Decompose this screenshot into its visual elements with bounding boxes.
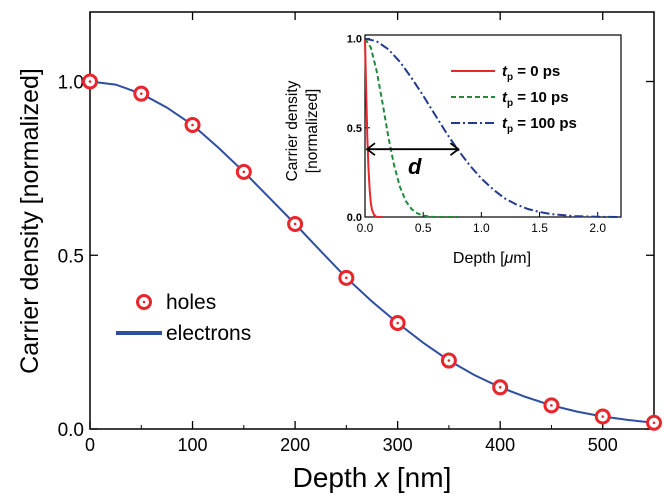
inset-x-tick-label: 0.5 [415, 221, 432, 235]
inset-plot-frame [364, 34, 622, 218]
holes-point-center [550, 404, 553, 407]
main-plot-area: 0 100 200 300 400 500 0.0 0.5 1.0 [58, 12, 662, 455]
main-y-tick-label: 0.0 [58, 420, 84, 441]
holes-point-center [191, 123, 194, 127]
series-electrons-line [89, 80, 655, 424]
inset-series-10-ps [364, 38, 459, 218]
inset-series-100-ps [364, 37, 622, 218]
inset-annotation-label: d [408, 154, 422, 179]
main-plot-frame [89, 11, 655, 430]
inset-x-tick-label: 2.0 [589, 221, 606, 235]
holes-point-center [345, 276, 348, 280]
legend-holes-label: holes [166, 291, 216, 314]
inset-annotation-arrowhead-right [449, 142, 460, 156]
holes-point [594, 408, 611, 425]
legend-holes-marker [136, 294, 152, 310]
holes-point-center [601, 415, 605, 418]
inset-legend-label-100ps: tp = 100 ps [502, 115, 577, 135]
main-x-tick-label: 100 [178, 435, 208, 455]
holes-point [389, 315, 406, 332]
holes-point-center [139, 92, 143, 95]
holes-point-center [293, 222, 297, 226]
holes-point [543, 397, 560, 414]
holes-point [646, 414, 662, 431]
inset-x-tick-label: 1.0 [473, 221, 490, 235]
inset-x-axis-label: Depth [μm] [453, 250, 531, 267]
inset-x-tick-label: 0.0 [357, 221, 374, 235]
inset-y-tick-label: 0.0 [347, 212, 362, 224]
main-x-axis-label: Depth x [nm] [293, 462, 452, 493]
inset-annotation-arrowhead-left [365, 142, 376, 156]
holes-point-center [498, 386, 502, 389]
inset-plot-area: 0.0 0.5 1.0 1.5 2.0 0.0 0.5 1.0 d [347, 34, 622, 235]
inset-y-tick-label: 0.5 [347, 123, 362, 135]
main-legend: holes electrons [116, 291, 251, 345]
inset-legend-label-0ps: tp = 0 ps [502, 63, 560, 83]
main-y-tick-label: 1.0 [58, 73, 84, 94]
main-y-axis-label: Carrier density [normalized] [16, 68, 44, 374]
holes-point [184, 116, 201, 133]
inset-y-tick-label: 1.0 [347, 34, 362, 46]
holes-point [235, 163, 252, 180]
holes-point-center [396, 321, 399, 325]
holes-point [287, 215, 304, 232]
main-x-tick-label: 400 [485, 435, 515, 455]
main-x-tick-label: 200 [280, 435, 310, 455]
holes-point [440, 352, 457, 369]
main-x-tick-label: 300 [383, 435, 413, 455]
holes-point [338, 269, 355, 286]
holes-point-center [652, 421, 656, 425]
inset-legend-label-10ps: tp = 10 ps [502, 89, 569, 109]
inset-y-axis-label-line2: [normalized] [304, 89, 321, 173]
holes-point [133, 85, 150, 102]
inset-x-tick-label: 1.5 [531, 221, 548, 235]
inset-legend: tp = 0 ps tp = 10 ps tp = 100 ps [451, 63, 577, 135]
inset-series-0-ps [364, 38, 383, 218]
main-y-tick-label: 0.5 [58, 246, 84, 267]
holes-point [492, 379, 509, 396]
holes-point-center [88, 80, 92, 83]
holes-point [82, 73, 98, 90]
holes-point-center [242, 170, 246, 174]
main-x-tick-label: 0 [85, 435, 95, 455]
legend-electrons-label: electrons [166, 322, 251, 345]
main-x-tick-label: 500 [588, 435, 618, 455]
inset-y-axis-label-line1: Carrier density [284, 80, 301, 181]
holes-point-center [447, 359, 451, 362]
